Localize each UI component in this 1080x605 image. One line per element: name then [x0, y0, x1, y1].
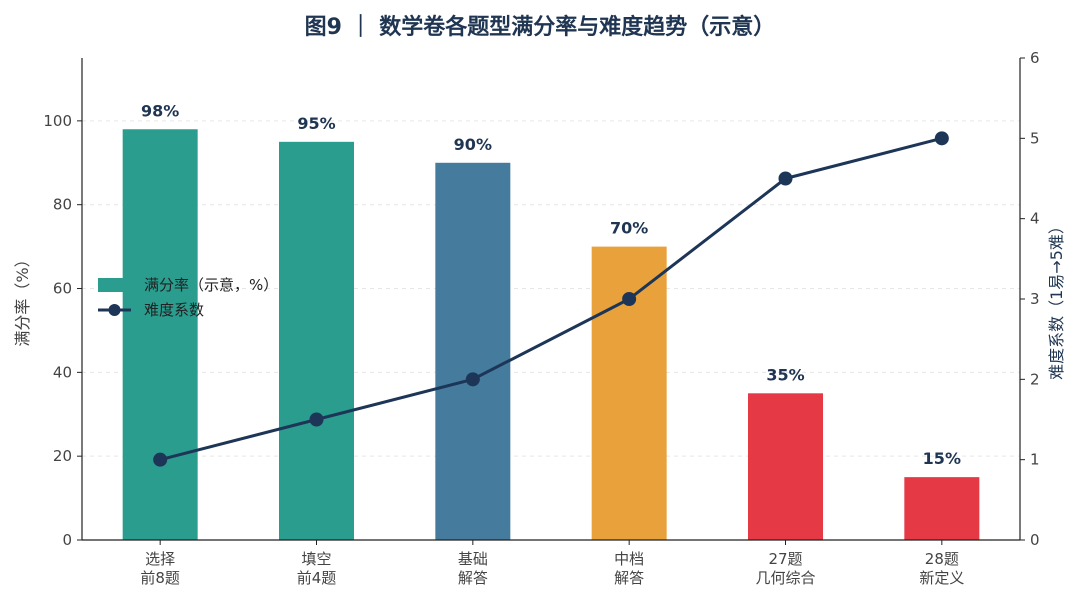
bar-value-label: 15% — [923, 449, 961, 468]
bar-value-label: 70% — [610, 219, 648, 238]
difficulty-line — [159, 136, 943, 462]
x-tick-label: 填空前4题 — [297, 550, 337, 587]
difficulty-point — [778, 171, 793, 186]
bar — [591, 246, 667, 540]
difficulty-point — [622, 292, 637, 306]
bar-value-label: 90% — [454, 135, 492, 154]
legend-line-label: 难度系数 — [144, 301, 204, 319]
bars-layer: 98% 95% 90% 70% 35% 15% — [122, 101, 980, 541]
bar-value-label: 98% — [141, 101, 179, 120]
left-tick-label: 0 — [62, 531, 72, 549]
difficulty-point — [934, 131, 949, 146]
axes-layer: 0 20 40 60 80 100 0 1 2 3 4 5 6 选择前8题 填空前4题 基础解答 中档解答 27题… — [13, 49, 1066, 587]
legend-line-marker — [108, 304, 121, 316]
bar — [122, 129, 198, 540]
bar — [904, 477, 980, 540]
right-tick-label: 5 — [1030, 129, 1040, 147]
legend: 满分率（示意，%） 难度系数 — [98, 276, 278, 319]
right-tick-label: 6 — [1030, 49, 1040, 67]
difficulty-point — [153, 452, 168, 467]
right-tick-label: 1 — [1030, 451, 1040, 469]
y2-axis-title: 难度系数（1易→5难） — [1047, 218, 1066, 380]
difficulty-point — [465, 372, 480, 387]
right-tick-label: 2 — [1030, 370, 1040, 388]
difficulty-point — [309, 412, 324, 427]
x-tick-label: 基础解答 — [458, 550, 488, 587]
right-tick-label: 3 — [1030, 290, 1040, 308]
x-tick-label: 27题几何综合 — [755, 550, 815, 587]
legend-bar-label: 满分率（示意，%） — [144, 276, 278, 294]
line-layer — [153, 131, 949, 467]
left-tick-label: 40 — [53, 363, 72, 381]
right-tick-label: 0 — [1030, 531, 1040, 549]
left-tick-label: 80 — [53, 196, 72, 214]
bar — [435, 162, 511, 541]
bar-value-label: 95% — [297, 114, 335, 133]
chart-title: 图9 ｜ 数学卷各题型满分率与难度趋势（示意） — [305, 14, 776, 40]
y-axis-title: 满分率（%） — [13, 251, 32, 346]
right-tick-label: 4 — [1030, 210, 1040, 228]
bar-value-label: 35% — [766, 365, 804, 384]
left-tick-label: 100 — [43, 112, 72, 130]
x-tick-label: 选择前8题 — [140, 550, 180, 587]
left-tick-label: 60 — [53, 280, 72, 298]
x-tick-label: 28题新定义 — [919, 550, 964, 587]
left-tick-label: 20 — [53, 447, 72, 465]
legend-bar-swatch — [98, 278, 131, 292]
x-tick-label: 中档解答 — [614, 550, 644, 587]
bar — [748, 393, 823, 540]
bar — [279, 141, 354, 540]
